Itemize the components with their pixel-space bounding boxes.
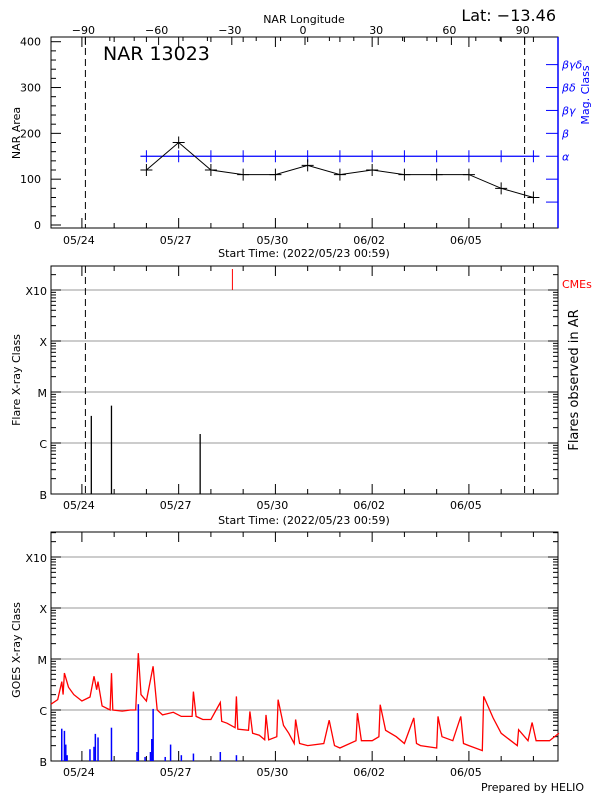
longitude-tick-label: 0 [300, 24, 307, 37]
longitude-tick-label: −30 [218, 24, 241, 37]
mag-class-label: βδ [561, 82, 576, 95]
mag-class-label: α [562, 150, 570, 163]
y-tick-label: C [39, 705, 47, 718]
nar-area-point [462, 168, 475, 181]
nar-area-point [269, 168, 282, 181]
nar-area-point [172, 136, 185, 149]
x-tick-label: 06/05 [450, 499, 482, 512]
y-tick-label: M [38, 654, 48, 667]
x-tick-label: 05/24 [63, 766, 95, 779]
x-tick-label: 05/30 [257, 234, 289, 247]
y-tick-label: B [39, 756, 47, 769]
y-tick-label: X10 [25, 285, 47, 298]
y-tick-label: C [39, 438, 47, 451]
x-tick-label: 06/05 [450, 766, 482, 779]
x-tick-label: 06/02 [353, 234, 385, 247]
nar-area-point [140, 164, 153, 177]
mag-class-label: βγδ [561, 59, 583, 72]
y-tick-label: M [38, 387, 48, 400]
goes-long-channel-line [50, 653, 560, 752]
goes-class-axis-title: GOES X-ray Class [10, 602, 23, 698]
y-tick-label: 400 [20, 36, 41, 49]
mag-class-label: β [561, 127, 569, 140]
longitude-tick-label: 90 [516, 24, 530, 37]
mag-class-axis-title: Mag. Class [579, 65, 592, 124]
nar-area-point [527, 191, 540, 204]
x-tick-label: 06/05 [450, 234, 482, 247]
prepared-by-credit: Prepared by HELIO [481, 781, 584, 794]
y-tick-label: X [39, 603, 47, 616]
flare-class-panel: 05/24 05/27 05/30 06/02 06/05 B C M X X10 [25, 265, 559, 512]
latitude-label: Lat: −13.46 [461, 6, 556, 25]
nar-area-point [430, 168, 443, 181]
longitude-tick-label: −90 [72, 24, 95, 37]
x-tick-label: 05/27 [160, 499, 192, 512]
nar-area-point [495, 182, 508, 195]
x-tick-label: 05/24 [63, 234, 95, 247]
x-tick-label: 05/27 [160, 766, 192, 779]
y-tick-label: 100 [20, 173, 41, 186]
y-tick-label: X10 [25, 552, 47, 565]
x-tick-label: 06/02 [353, 499, 385, 512]
x-tick-label: 05/24 [63, 499, 95, 512]
cmes-label: CMEs [562, 278, 592, 291]
nar-area-point [301, 159, 314, 172]
plot-frame [50, 531, 559, 762]
nar-area-panel: 05/24 05/27 05/30 06/02 06/050100200300400−9… [20, 24, 583, 247]
mag-class-label: βγ [561, 104, 576, 117]
y-tick-label: 300 [20, 82, 41, 95]
longitude-tick-label: −60 [145, 24, 168, 37]
x-tick-label: 05/30 [257, 766, 289, 779]
nar-area-axis-title: NAR Area [10, 107, 23, 159]
panel2-start-time-label: Start Time: (2022/05/23 00:59) [218, 514, 390, 527]
nar-area-point [366, 164, 379, 177]
nar-area-point [237, 168, 250, 181]
goes-xray-panel: 05/24 05/27 05/30 06/02 06/05 B C M X X10 [25, 531, 560, 779]
y-tick-label: 0 [34, 219, 41, 232]
nar-longitude-axis-title: NAR Longitude [263, 13, 345, 26]
longitude-tick-label: 60 [442, 24, 456, 37]
longitude-tick-label: 30 [369, 24, 383, 37]
nar-area-point [398, 168, 411, 181]
nar-title: NAR 13023 [103, 43, 210, 65]
flares-observed-axis-title: Flares observed in AR [567, 309, 582, 450]
x-tick-label: 06/02 [353, 766, 385, 779]
panel1-start-time-label: Start Time: (2022/05/23 00:59) [218, 247, 390, 260]
plot-frame [50, 36, 559, 229]
x-tick-label: 05/27 [160, 234, 192, 247]
flare-class-axis-title: Flare X-ray Class [10, 334, 23, 426]
y-tick-label: 200 [20, 127, 41, 140]
plot-frame [50, 265, 559, 495]
y-tick-label: B [39, 489, 47, 502]
nar-area-point [204, 164, 217, 177]
nar-area-point [333, 168, 346, 181]
x-tick-label: 05/30 [257, 499, 289, 512]
y-tick-label: X [39, 336, 47, 349]
